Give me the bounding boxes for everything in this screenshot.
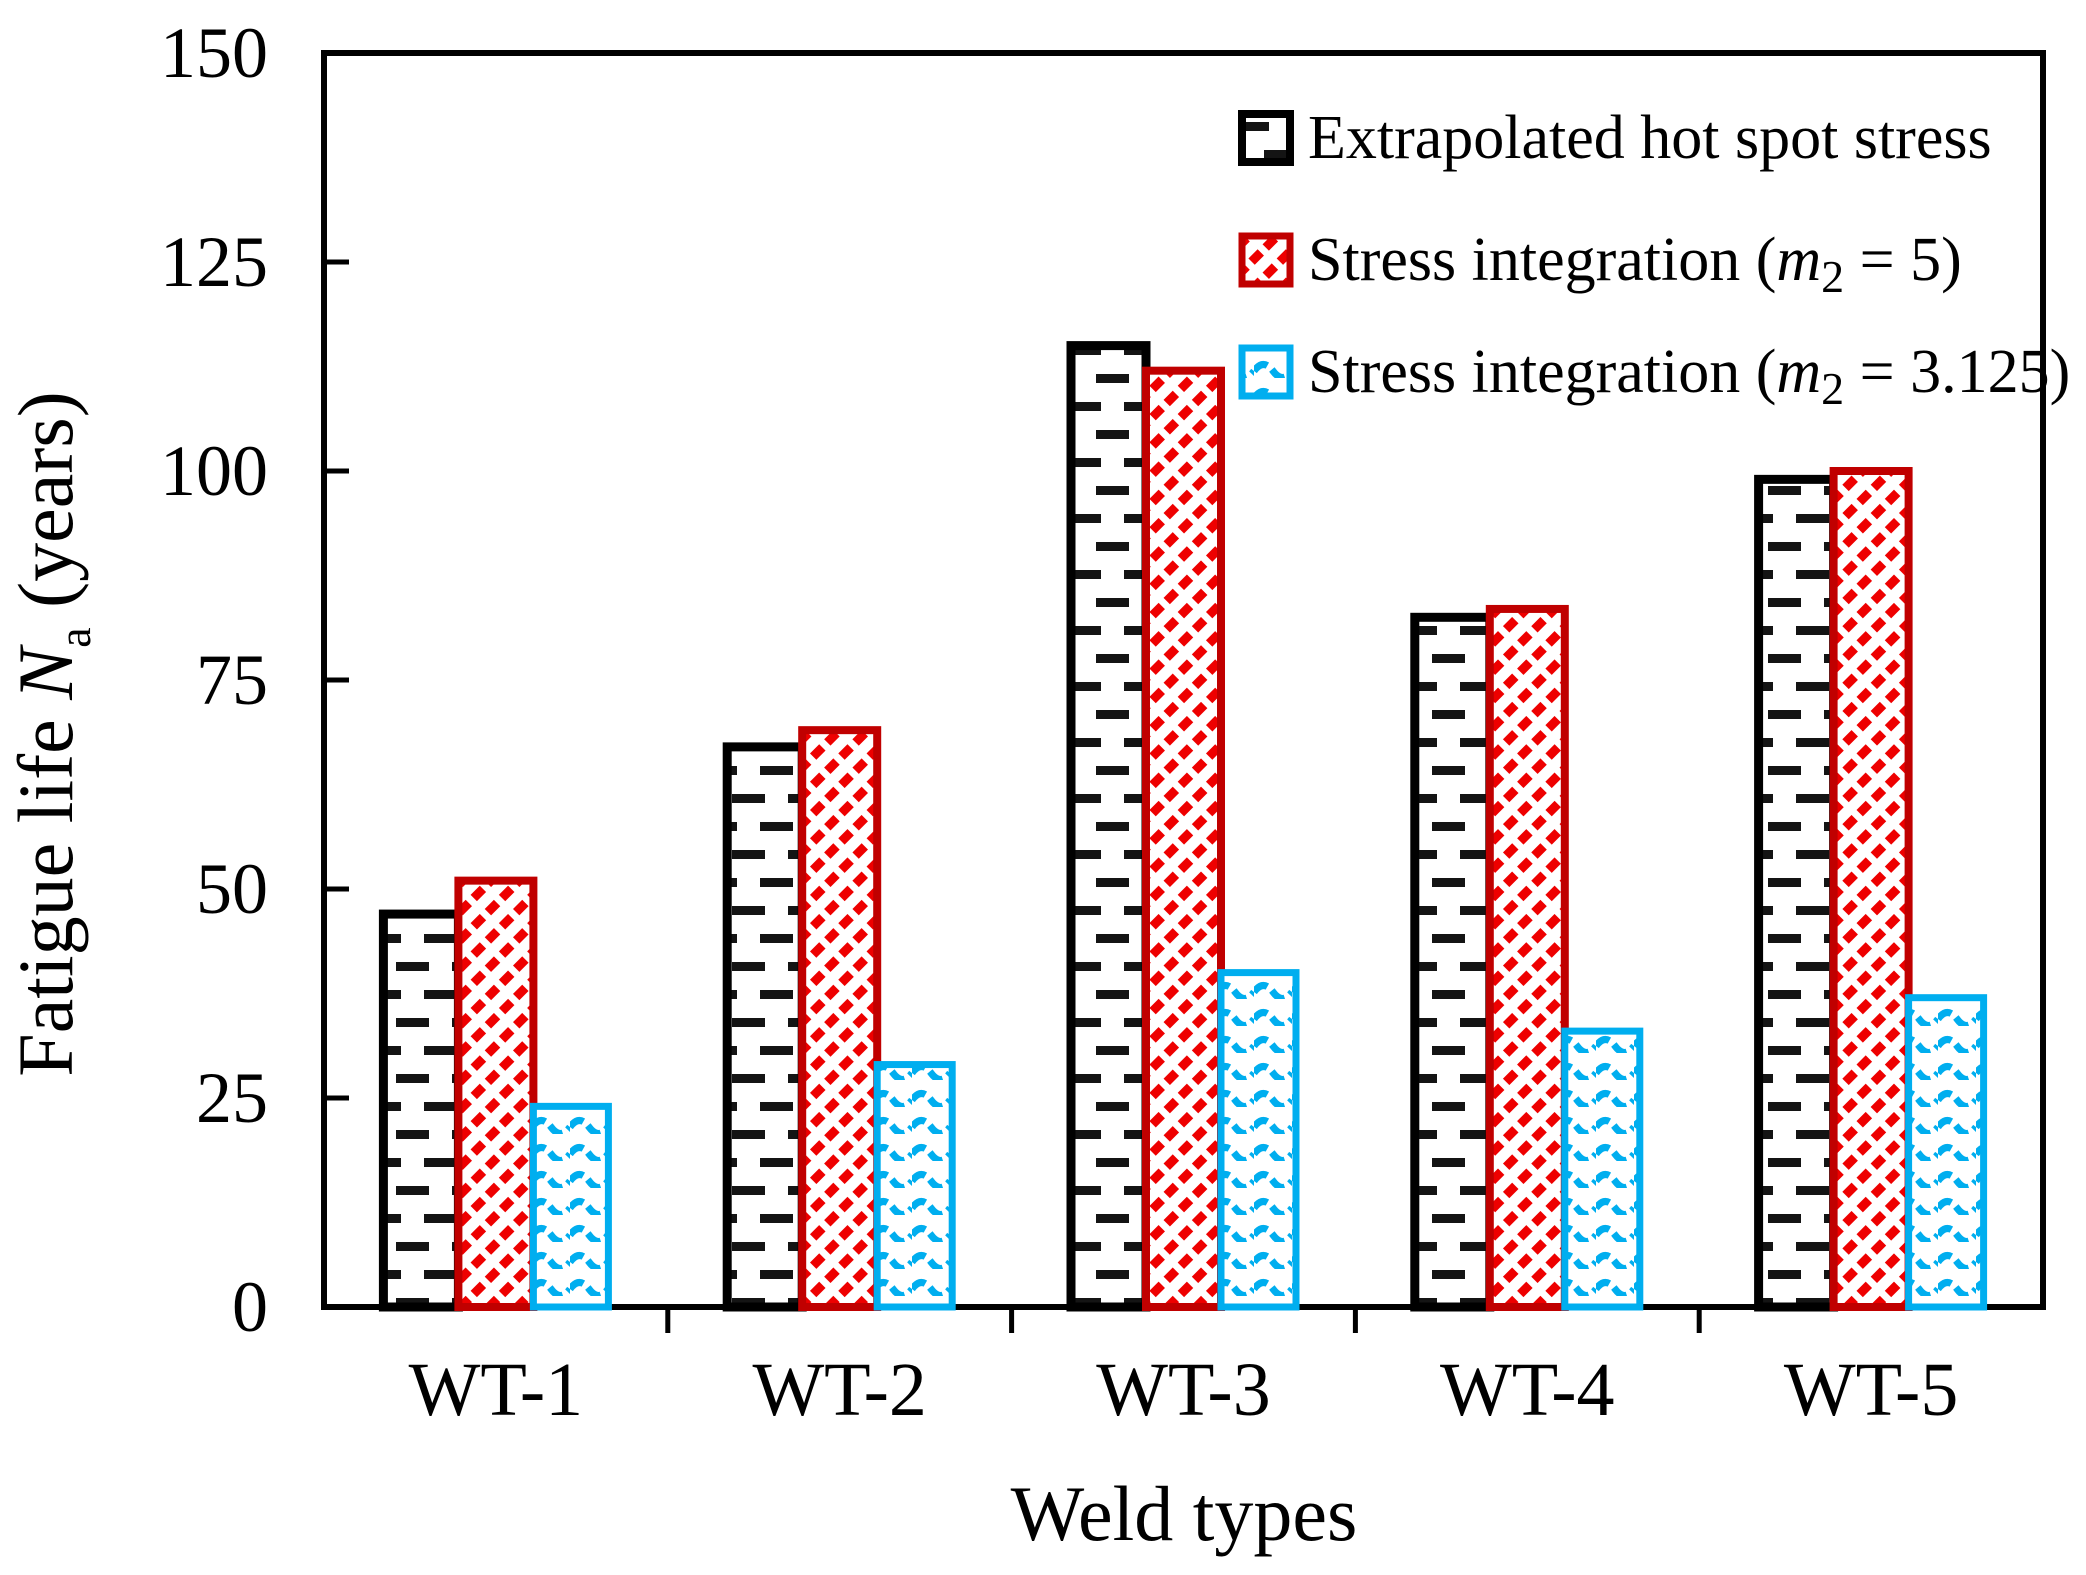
x-category-label: WT-5 xyxy=(1784,1348,1959,1432)
bar-WT-2-series-2 xyxy=(873,1061,956,1311)
y-title-subscript: a xyxy=(49,627,100,647)
bar-WT-2-series-1 xyxy=(798,726,882,1311)
y-tick-label: 25 xyxy=(196,1058,268,1138)
legend-label-hotspot: Extrapolated hot spot stress xyxy=(1308,104,1992,172)
x-category-label: WT-2 xyxy=(752,1348,927,1432)
bar-WT-5-series-0 xyxy=(1754,474,1839,1312)
bar-WT-5-series-1 xyxy=(1829,467,1913,1311)
bar-WT-3-series-2 xyxy=(1217,969,1300,1311)
bar-WT-3-series-0 xyxy=(1066,341,1151,1312)
legend-swatch-m5-icon xyxy=(1238,232,1294,288)
bars xyxy=(378,341,1988,1312)
y-tick-label: 100 xyxy=(160,431,268,511)
x-axis-ticks xyxy=(665,1310,1702,1333)
y-tick-label: 75 xyxy=(196,640,268,720)
y-tick-label: 150 xyxy=(160,13,268,93)
y-tick-label: 0 xyxy=(232,1267,268,1347)
y-title-text: Fatigue life xyxy=(2,700,89,1077)
legend: Extrapolated hot spot stress Stress inte… xyxy=(1238,104,2070,414)
x-axis-title: Weld types xyxy=(1011,1470,1358,1557)
y-axis-title: Fatigue life Na (years) xyxy=(2,391,100,1076)
bar-WT-4-series-0 xyxy=(1410,612,1495,1312)
legend-swatch-m3125-icon xyxy=(1238,344,1294,400)
y-tick-label: 50 xyxy=(196,849,268,929)
y-tick-label: 125 xyxy=(160,222,268,302)
bar-WT-3-series-1 xyxy=(1142,366,1225,1311)
bar-WT-4-series-2 xyxy=(1561,1027,1644,1311)
x-category-label: WT-4 xyxy=(1440,1348,1615,1432)
legend-label-m3125: Stress integration (m2 = 3.125) xyxy=(1308,338,2070,414)
x-category-label: WT-3 xyxy=(1096,1348,1271,1432)
y-title-variable: N xyxy=(2,644,89,701)
bar-WT-1-series-0 xyxy=(378,909,463,1312)
legend-label-m5: Stress integration (m2 = 5) xyxy=(1308,226,1962,302)
bar-WT-5-series-2 xyxy=(1905,994,1988,1311)
bar-WT-1-series-2 xyxy=(529,1102,612,1311)
y-axis-ticks: 0 25 50 75 100 125 150 xyxy=(160,13,349,1347)
y-title-units: (years) xyxy=(2,391,89,627)
bar-WT-2-series-0 xyxy=(722,742,807,1312)
x-category-label: WT-1 xyxy=(409,1348,584,1432)
bar-WT-4-series-1 xyxy=(1485,604,1569,1311)
legend-swatch-hotspot-icon xyxy=(1238,110,1294,166)
x-category-labels: WT-1 WT-2 WT-3 WT-4 WT-5 xyxy=(409,1348,1959,1432)
bar-WT-1-series-1 xyxy=(454,876,538,1311)
